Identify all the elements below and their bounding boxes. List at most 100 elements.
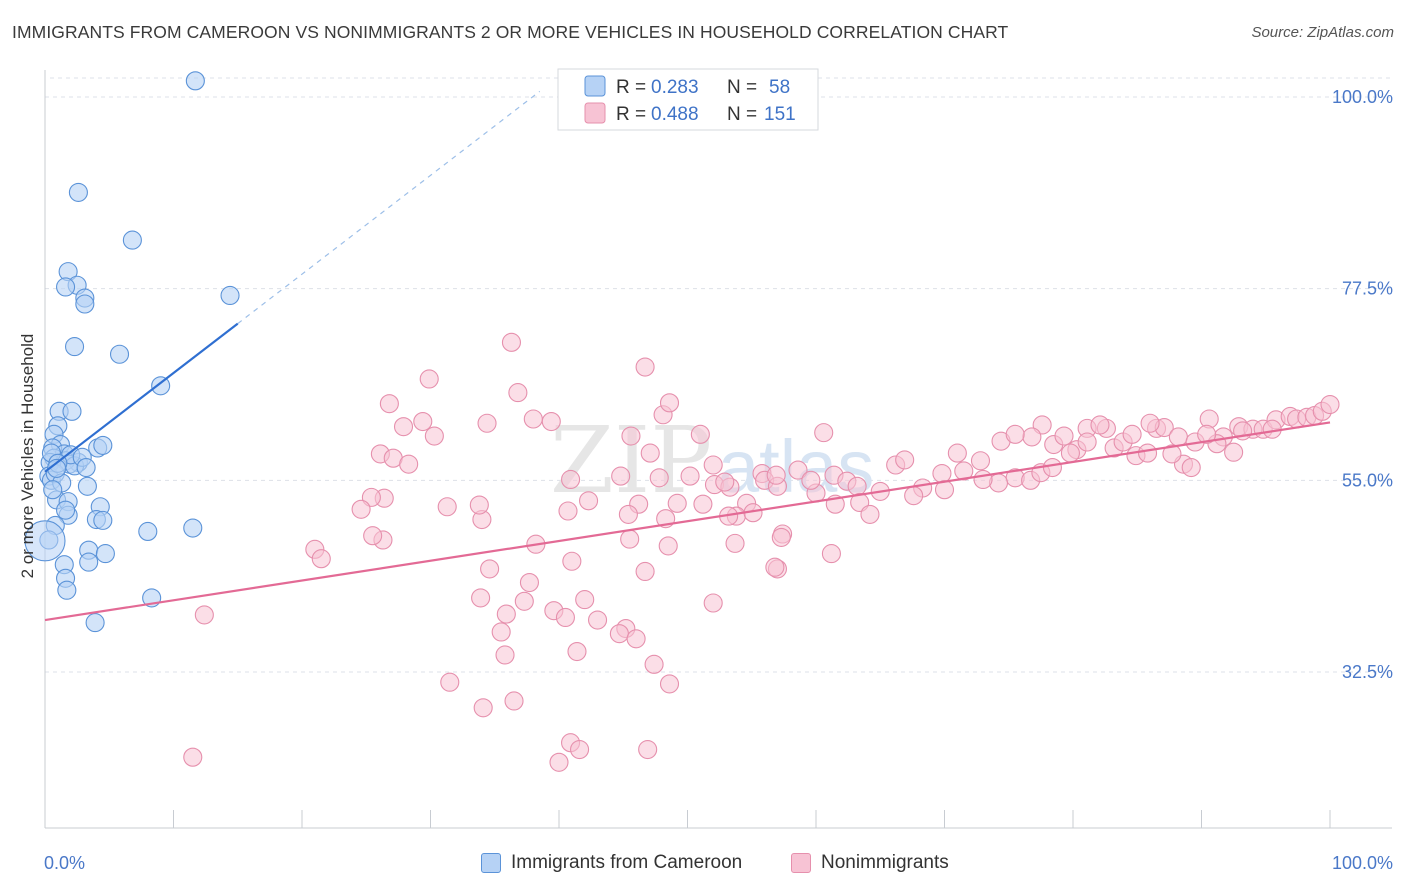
nonimmigrants-point[interactable]: [469, 495, 489, 515]
nonimmigrants-point[interactable]: [766, 465, 786, 485]
nonimmigrants-point[interactable]: [549, 752, 569, 772]
nonimmigrants-point[interactable]: [473, 698, 493, 718]
nonimmigrants-point[interactable]: [621, 426, 641, 446]
cameroon-point[interactable]: [68, 182, 88, 202]
nonimmigrants-point[interactable]: [555, 607, 575, 628]
nonimmigrants-point[interactable]: [311, 549, 331, 569]
nonimmigrants-point[interactable]: [947, 443, 967, 463]
cameroon-point[interactable]: [93, 510, 113, 530]
cameroon-point[interactable]: [109, 344, 130, 364]
nonimmigrants-point[interactable]: [611, 466, 631, 486]
nonimmigrants-point[interactable]: [932, 463, 952, 484]
nonimmigrants-point[interactable]: [659, 674, 680, 694]
nonimmigrants-point[interactable]: [618, 504, 638, 524]
cameroon-point[interactable]: [185, 71, 205, 91]
nonimmigrants-point[interactable]: [501, 332, 522, 352]
cameroon-point[interactable]: [93, 435, 113, 455]
nonimmigrants-point[interactable]: [635, 561, 655, 582]
nonimmigrants-point[interactable]: [491, 622, 511, 642]
cameroon-point[interactable]: [79, 552, 99, 572]
nonimmigrants-point[interactable]: [847, 476, 867, 496]
nonimmigrants-point[interactable]: [496, 604, 516, 624]
nonimmigrants-point[interactable]: [970, 451, 991, 471]
nonimmigrants-point[interactable]: [1022, 427, 1042, 447]
nonimmigrants-point[interactable]: [477, 413, 497, 433]
nonimmigrants-point[interactable]: [1181, 458, 1201, 478]
nonimmigrants-point[interactable]: [658, 536, 678, 556]
cameroon-point[interactable]: [56, 500, 76, 520]
nonimmigrants-point[interactable]: [788, 460, 808, 480]
cameroon-point[interactable]: [122, 230, 142, 250]
nonimmigrants-point[interactable]: [1005, 424, 1025, 444]
cameroon-point[interactable]: [220, 285, 240, 306]
cameroon-point[interactable]: [75, 294, 95, 314]
nonimmigrants-point[interactable]: [635, 357, 655, 377]
cameroon-point[interactable]: [76, 458, 96, 478]
nonimmigrants-point[interactable]: [437, 497, 457, 517]
nonimmigrants-point[interactable]: [1060, 443, 1080, 463]
nonimmigrants-point[interactable]: [523, 409, 543, 429]
nonimmigrants-point[interactable]: [703, 455, 723, 475]
legend-item-cameroon[interactable]: Immigrants from Cameroon: [481, 852, 742, 874]
nonimmigrants-point[interactable]: [1042, 458, 1062, 478]
nonimmigrants-point[interactable]: [393, 417, 414, 437]
nonimmigrants-point[interactable]: [504, 691, 524, 711]
cameroon-point[interactable]: [138, 521, 158, 541]
nonimmigrants-point[interactable]: [649, 468, 669, 488]
cameroon-point[interactable]: [56, 277, 76, 297]
nonimmigrants-point[interactable]: [1054, 426, 1074, 446]
nonimmigrants-point[interactable]: [1320, 394, 1340, 415]
nonimmigrants-point[interactable]: [508, 383, 528, 403]
nonimmigrants-point[interactable]: [1162, 444, 1182, 464]
nonimmigrants-point[interactable]: [690, 424, 710, 444]
nonimmigrants-point[interactable]: [801, 470, 821, 490]
nonimmigrants-point[interactable]: [1224, 442, 1244, 462]
nonimmigrants-point[interactable]: [471, 588, 491, 608]
nonimmigrants-point[interactable]: [363, 526, 383, 546]
nonimmigrants-point[interactable]: [419, 369, 439, 389]
nonimmigrants-point[interactable]: [895, 450, 915, 470]
nonimmigrants-point[interactable]: [680, 466, 700, 486]
cameroon-point[interactable]: [77, 476, 97, 496]
nonimmigrants-point[interactable]: [954, 461, 974, 481]
nonimmigrants-point[interactable]: [413, 412, 433, 432]
nonimmigrants-point[interactable]: [620, 529, 640, 549]
nonimmigrants-point[interactable]: [1077, 432, 1097, 452]
cameroon-point-large[interactable]: [24, 520, 66, 562]
nonimmigrants-point[interactable]: [988, 473, 1009, 493]
nonimmigrants-point[interactable]: [693, 494, 713, 514]
nonimmigrants-point[interactable]: [495, 645, 515, 665]
nonimmigrants-point[interactable]: [609, 624, 629, 644]
nonimmigrants-point[interactable]: [1090, 415, 1110, 435]
nonimmigrants-point[interactable]: [814, 423, 834, 443]
cameroon-point[interactable]: [85, 613, 105, 633]
nonimmigrants-point[interactable]: [567, 642, 587, 662]
cameroon-point[interactable]: [57, 580, 77, 600]
nonimmigrants-point[interactable]: [626, 629, 646, 649]
nonimmigrants-point[interactable]: [561, 469, 581, 490]
nonimmigrants-point[interactable]: [351, 499, 371, 519]
nonimmigrants-point[interactable]: [1168, 427, 1188, 447]
cameroon-point[interactable]: [183, 518, 203, 538]
nonimmigrants-point[interactable]: [575, 590, 595, 610]
nonimmigrants-point[interactable]: [1122, 424, 1142, 444]
nonimmigrants-point[interactable]: [579, 491, 599, 511]
nonimmigrants-point[interactable]: [440, 672, 460, 692]
cameroon-point[interactable]: [62, 401, 82, 421]
nonimmigrants-point[interactable]: [638, 739, 658, 760]
nonimmigrants-point[interactable]: [194, 605, 214, 625]
cameroon-point[interactable]: [151, 376, 171, 396]
nonimmigrants-point[interactable]: [725, 533, 745, 553]
nonimmigrants-point[interactable]: [1137, 443, 1158, 463]
nonimmigrants-point[interactable]: [541, 412, 561, 432]
nonimmigrants-point[interactable]: [570, 739, 590, 760]
nonimmigrants-point[interactable]: [514, 591, 534, 611]
nonimmigrants-point[interactable]: [1140, 413, 1160, 433]
cameroon-point[interactable]: [65, 337, 85, 357]
nonimmigrants-point[interactable]: [659, 393, 680, 413]
nonimmigrants-point[interactable]: [715, 472, 735, 492]
legend-item-nonimmigrants[interactable]: Nonimmigrants: [791, 852, 949, 874]
nonimmigrants-point[interactable]: [424, 426, 444, 446]
nonimmigrants-point[interactable]: [183, 747, 203, 767]
nonimmigrants-point[interactable]: [399, 454, 419, 474]
